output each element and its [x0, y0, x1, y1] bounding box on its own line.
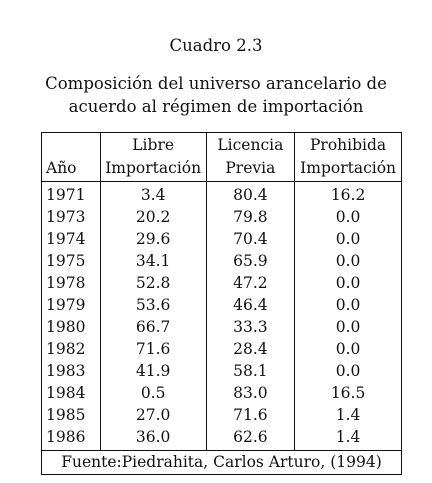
header-prohibida-line-1: Prohibida: [294, 132, 402, 157]
table-row: 1986 36.0 62.6 1.4: [42, 426, 402, 451]
libre-cell: 34.1: [99, 250, 207, 272]
table-caption-line-1: Composición del universo arancelario de: [45, 74, 387, 93]
source-row: Fuente:Piedrahita, Carlos Arturo, (1994): [41, 450, 402, 475]
year-cell: 1973: [46, 208, 86, 226]
header-year: Año: [41, 157, 101, 182]
table-row: 1979 53.6 46.4 0.0: [42, 294, 402, 316]
licencia-cell: 83.0: [205, 382, 295, 404]
year-cell: 1971: [46, 186, 86, 204]
table-row: 1975 34.1 65.9 0.0: [42, 250, 402, 272]
table-row: 1973 20.2 79.8 0.0: [42, 206, 402, 228]
table-row: 1980 66.7 33.3 0.0: [42, 316, 402, 338]
table-row: 1974 29.6 70.4 0.0: [42, 228, 402, 250]
year-cell: 1974: [46, 230, 86, 248]
header-year-line-1: [42, 133, 101, 158]
table-row: 1982 71.6 28.4 0.0: [42, 338, 402, 360]
prohibida-cell: 0.0: [294, 294, 402, 316]
header-libre-line-1: Libre: [99, 132, 207, 157]
header-licencia-line-1: Licencia: [205, 132, 295, 157]
table-footer: Fuente:Piedrahita, Carlos Arturo, (1994): [41, 450, 402, 475]
prohibida-cell: 16.5: [294, 382, 402, 404]
header-licencia-line-2: Previa: [205, 157, 295, 182]
table-header: Libre Licencia Prohibida Año Importación…: [41, 132, 402, 182]
table-row: 1971 3.4 80.4 16.2: [42, 181, 402, 206]
year-cell: 1982: [46, 340, 86, 358]
table-row: 1985 27.0 71.6 1.4: [42, 404, 402, 426]
libre-cell: 52.8: [99, 272, 207, 294]
year-cell: 1975: [46, 252, 86, 270]
table-caption-line-2: acuerdo al régimen de importación: [68, 97, 364, 116]
licencia-cell: 79.8: [205, 206, 295, 228]
year-cell: 1986: [46, 428, 86, 446]
tariff-composition-table: Libre Licencia Prohibida Año Importación…: [41, 132, 402, 475]
table-body: 1971 3.4 80.4 16.2 1973 20.2 79.8 0.0 1974 29.6 70…: [42, 181, 402, 451]
prohibida-cell: 0.0: [294, 338, 402, 360]
libre-cell: 0.5: [99, 382, 207, 404]
prohibida-cell: 1.4: [294, 404, 402, 426]
header-libre-line-2: Importación: [99, 157, 207, 182]
libre-cell: 41.9: [99, 360, 207, 382]
licencia-cell: 47.2: [205, 272, 295, 294]
year-cell: 1978: [46, 274, 86, 292]
table-row: 1984 0.5 83.0 16.5: [42, 382, 402, 404]
libre-cell: 71.6: [99, 338, 207, 360]
licencia-cell: 33.3: [205, 316, 295, 338]
prohibida-cell: 16.2: [294, 181, 402, 206]
licencia-cell: 58.1: [205, 360, 295, 382]
header-row-2: Año Importación Previa Importación: [41, 157, 402, 182]
libre-cell: 53.6: [99, 294, 207, 316]
year-cell: 1983: [46, 362, 86, 380]
licencia-cell: 80.4: [205, 181, 295, 206]
prohibida-cell: 0.0: [294, 228, 402, 250]
libre-cell: 3.4: [99, 181, 207, 206]
table-row: 1983 41.9 58.1 0.0: [42, 360, 402, 382]
licencia-cell: 70.4: [205, 228, 295, 250]
licencia-cell: 71.6: [205, 404, 295, 426]
prohibida-cell: 1.4: [294, 426, 402, 451]
licencia-cell: 28.4: [205, 338, 295, 360]
table-caption-title: Cuadro 2.3: [169, 36, 263, 55]
header-prohibida-line-2: Importación: [294, 157, 402, 182]
table-row: 1978 52.8 47.2 0.0: [42, 272, 402, 294]
licencia-cell: 46.4: [205, 294, 295, 316]
header-row-1: Libre Licencia Prohibida: [42, 132, 402, 158]
year-cell: 1980: [46, 318, 86, 336]
prohibida-cell: 0.0: [294, 272, 402, 294]
year-cell: 1985: [46, 406, 86, 424]
year-cell: 1984: [46, 384, 86, 402]
licencia-cell: 62.6: [205, 426, 295, 451]
libre-cell: 66.7: [99, 316, 207, 338]
year-cell: 1979: [46, 296, 86, 314]
libre-cell: 20.2: [99, 206, 207, 228]
prohibida-cell: 0.0: [294, 206, 402, 228]
prohibida-cell: 0.0: [294, 360, 402, 382]
source-note: Fuente:Piedrahita, Carlos Arturo, (1994): [41, 450, 402, 475]
licencia-cell: 65.9: [205, 250, 295, 272]
libre-cell: 29.6: [99, 228, 207, 250]
libre-cell: 36.0: [99, 426, 207, 451]
prohibida-cell: 0.0: [294, 250, 402, 272]
libre-cell: 27.0: [99, 404, 207, 426]
prohibida-cell: 0.0: [294, 316, 402, 338]
